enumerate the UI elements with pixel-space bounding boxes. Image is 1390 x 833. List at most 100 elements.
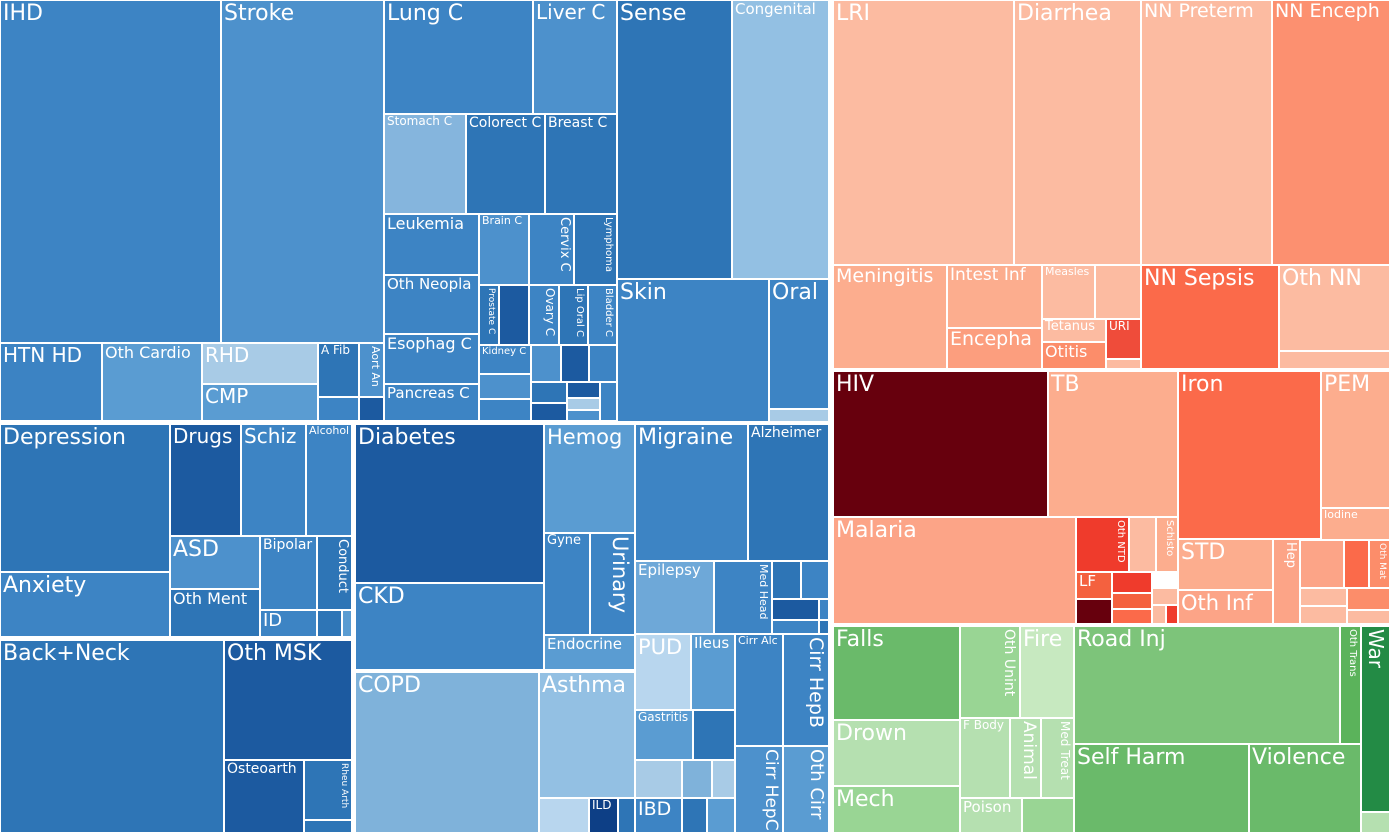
treemap-cell-congenital: Congenital <box>732 0 829 279</box>
treemap-cell-unlabeled-149 <box>1022 798 1074 833</box>
treemap-label-hep: Hep <box>1283 542 1298 569</box>
treemap-label-diabetes: Diabetes <box>358 425 456 450</box>
treemap-cell-tb: TB <box>1048 371 1178 517</box>
treemap-cell-kidney-c: Kidney C <box>479 345 531 374</box>
treemap-cell-unlabeled-126 <box>1166 605 1178 624</box>
treemap-cell-unlabeled-34 <box>531 382 567 403</box>
treemap-cell-meningitis: Meningitis <box>833 265 947 369</box>
treemap-cell-unlabeled-82 <box>618 798 635 833</box>
treemap-label-lip-oral-c: Lip Oral C <box>574 288 585 337</box>
treemap-cell-f-body: F Body <box>960 718 1010 798</box>
treemap-cell-brain-c: Brain C <box>479 214 529 285</box>
treemap-label-pem: PEM <box>1324 372 1371 397</box>
treemap-label-sense: Sense <box>620 1 687 26</box>
treemap-label-pancreas-c: Pancreas C <box>387 384 470 402</box>
treemap-label-otitis: Otitis <box>1045 342 1088 361</box>
treemap-cell-schiz: Schiz <box>241 424 306 536</box>
treemap-label-hemog: Hemog <box>547 425 623 449</box>
treemap-label-fire: Fire <box>1023 627 1063 652</box>
treemap-cell-liver-c: Liver C <box>533 0 617 114</box>
treemap-cell-unlabeled-139 <box>1347 610 1390 624</box>
treemap-label-a-fib: A Fib <box>321 343 351 357</box>
treemap-label-oth-mat: Oth Mat <box>1377 543 1387 579</box>
treemap-cell-diabetes: Diabetes <box>355 424 544 583</box>
treemap-label-anxiety: Anxiety <box>3 573 87 598</box>
treemap-cell-unlabeled-36 <box>567 382 600 398</box>
treemap-cell-depression: Depression <box>0 424 170 572</box>
treemap-cell-oth-ntd: Oth NTD <box>1076 517 1129 572</box>
treemap-cell-stroke: Stroke <box>221 0 384 343</box>
treemap-label-alcohol: Alcohol <box>309 424 350 437</box>
treemap-cell-unlabeled-35 <box>531 403 567 421</box>
treemap-cell-poison: Poison <box>960 798 1022 833</box>
treemap-label-alzheimer: Alzheimer <box>751 425 822 441</box>
treemap-label-poison: Poison <box>963 798 1012 816</box>
treemap-cell-urinary: Urinary <box>590 533 635 635</box>
treemap-cell-oth-msk: Oth MSK <box>224 640 352 760</box>
treemap-cell-gastritis: Gastritis <box>635 710 693 760</box>
treemap-label-cirr-hepb: Cirr HepB <box>805 637 827 728</box>
treemap-label-cirr-hepc: Cirr HepC <box>761 749 781 831</box>
treemap-label-epilepsy: Epilepsy <box>638 561 701 579</box>
treemap-label-ibd: IBD <box>638 798 672 820</box>
treemap-cell-hiv: HIV <box>833 371 1048 517</box>
treemap-label-oth-cardio: Oth Cardio <box>105 343 191 362</box>
treemap-label-cervix-c: Cervix C <box>557 217 572 272</box>
treemap-cell-med-head: Med Head <box>714 561 772 634</box>
treemap-label-stroke: Stroke <box>224 1 295 26</box>
treemap-cell-unlabeled-107 <box>1106 359 1141 369</box>
treemap-cell-colorect-c: Colorect C <box>466 114 545 214</box>
treemap-label-endocrine: Endocrine <box>547 635 622 653</box>
treemap-cell-stomach-c: Stomach C <box>384 114 466 214</box>
treemap-cell-unlabeled-120 <box>1076 599 1112 624</box>
treemap-label-back-plus-neck: Back+Neck <box>3 641 130 666</box>
treemap-label-animal: Animal <box>1019 721 1039 780</box>
treemap-cell-osteoarth: Osteoarth <box>224 760 304 833</box>
treemap-label-schiz: Schiz <box>244 424 297 448</box>
treemap-label-lri: LRI <box>836 1 871 26</box>
treemap-cell-unlabeled-67 <box>772 561 801 599</box>
treemap-cell-unlabeled-55 <box>317 610 342 637</box>
treemap-label-tb: TB <box>1051 372 1080 397</box>
treemap-label-brain-c: Brain C <box>482 214 523 227</box>
treemap-cell-unlabeled-134 <box>1344 540 1369 588</box>
treemap-label-stomach-c: Stomach C <box>387 114 453 128</box>
treemap-label-skin: Skin <box>620 280 667 305</box>
treemap-label-road-inj: Road Inj <box>1077 627 1166 652</box>
treemap-cell-aort-an: Aort An <box>359 343 384 397</box>
treemap-cell-lymphoma: Lymphoma <box>574 214 617 285</box>
treemap-label-ihd: IHD <box>3 1 43 26</box>
treemap-label-lymphoma: Lymphoma <box>603 217 614 272</box>
treemap-cell-hemog: Hemog <box>544 424 635 533</box>
treemap-label-iodine: Iodine <box>1324 508 1358 521</box>
treemap-cell-unlabeled-137 <box>1347 588 1390 610</box>
treemap-label-diarrhea: Diarrhea <box>1017 1 1112 26</box>
treemap-label-breast-c: Breast C <box>548 115 608 131</box>
treemap-cell-drown: Drown <box>833 720 960 786</box>
treemap-cell-lri: LRI <box>833 0 1014 265</box>
treemap-cell-skin: Skin <box>617 279 769 422</box>
treemap-cell-cirr-alc: Cirr Alc <box>735 634 783 746</box>
treemap-cell-std: STD <box>1178 539 1273 590</box>
treemap-label-nn-preterm: NN Preterm <box>1144 0 1254 22</box>
treemap-cell-oth-nn: Oth NN <box>1279 265 1390 351</box>
treemap-label-cmp: CMP <box>205 384 249 408</box>
treemap-cell-rhd: RHD <box>202 343 318 384</box>
treemap-cell-unlabeled-38 <box>567 410 600 421</box>
treemap-cell-unlabeled-69 <box>772 599 819 620</box>
treemap-label-oth-cirr: Oth Cirr <box>806 749 827 820</box>
treemap-cell-unlabeled-28 <box>531 345 561 382</box>
treemap-label-oth-unint: Oth Unint <box>1001 629 1017 697</box>
treemap-cell-copd: COPD <box>355 672 539 833</box>
treemap-cell-fire: Fire <box>1020 626 1074 718</box>
treemap-cell-unlabeled-68 <box>801 561 829 599</box>
treemap-label-htn-hd: HTN HD <box>3 343 83 367</box>
treemap-label-pud: PUD <box>638 635 683 659</box>
treemap-cell-unlabeled-124 <box>1152 588 1178 605</box>
treemap-label-rheu-arth: Rheu Arth <box>339 763 349 809</box>
treemap-cell-unlabeled-123 <box>1112 609 1152 624</box>
treemap-label-liver-c: Liver C <box>536 0 606 24</box>
treemap-label-urinary: Urinary <box>608 536 632 614</box>
treemap-cell-unlabeled-87 <box>635 760 682 798</box>
